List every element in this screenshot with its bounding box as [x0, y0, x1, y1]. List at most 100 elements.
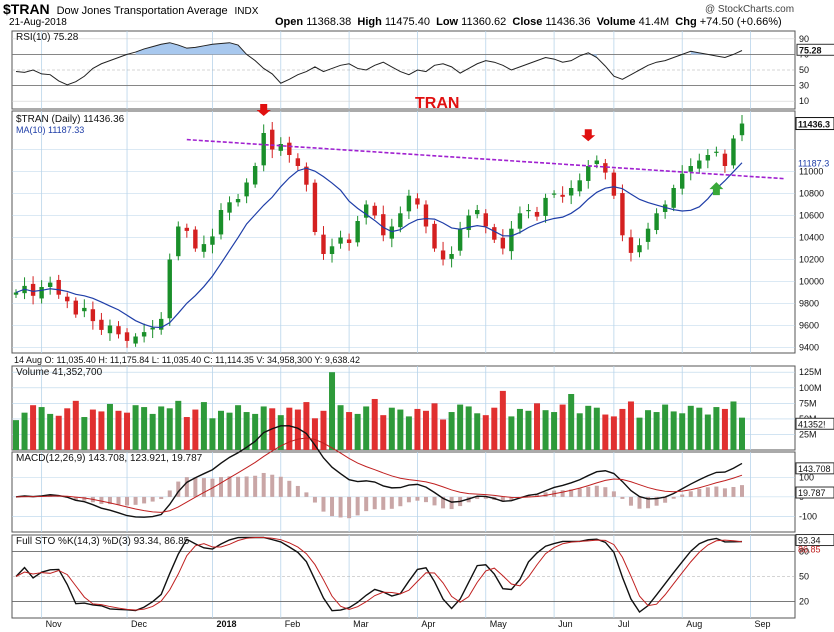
- macd-hist-bar: [278, 476, 283, 497]
- volume-bar: [13, 420, 19, 450]
- candle-body: [543, 197, 548, 216]
- candle-body: [73, 300, 78, 315]
- rsi-tick-label: 90: [799, 34, 809, 44]
- sto-d-line: [15, 536, 743, 611]
- candle-body: [235, 199, 241, 203]
- volume-bar: [277, 415, 284, 450]
- volume-bar: [431, 403, 438, 450]
- price-tick-label: 9400: [799, 343, 819, 353]
- ma-current-label: 11187.3: [798, 159, 829, 169]
- macd-hist-bar: [176, 481, 181, 497]
- candle-body: [176, 226, 181, 257]
- rsi-current-label: 75.28: [799, 45, 822, 55]
- volume-bar: [337, 405, 344, 450]
- price-tick-label: 10400: [799, 233, 824, 243]
- macd-hist-bar: [159, 496, 164, 500]
- macd-line: [15, 425, 743, 518]
- macd-hist-bar: [312, 496, 317, 503]
- macd-hist-bar: [569, 489, 574, 497]
- macd-hist-bar: [253, 475, 258, 497]
- volume-bar: [166, 408, 173, 450]
- candle-body: [227, 202, 232, 213]
- month-label: Feb: [285, 619, 301, 629]
- candle-body: [107, 325, 113, 334]
- volume-bar: [89, 409, 96, 450]
- volume-bar: [440, 419, 447, 450]
- macd-hist-bar: [107, 496, 112, 505]
- volume-bar: [235, 405, 242, 450]
- macd-hist-bar: [646, 496, 651, 509]
- sto-tick-label: 80: [799, 547, 809, 557]
- volume-bar: [346, 412, 353, 450]
- candle-body: [560, 194, 565, 197]
- macd-hist-bar: [731, 486, 736, 497]
- candle-body: [252, 166, 258, 185]
- price-tick-label: 9600: [799, 321, 819, 331]
- volume-bar: [499, 390, 506, 450]
- last-price-box: [795, 117, 834, 131]
- candle-body: [184, 227, 190, 231]
- macd-hist-bar: [355, 496, 360, 516]
- macd-current-label: 143.708: [798, 464, 831, 474]
- candle-body: [671, 188, 676, 208]
- macd-hist-box: [795, 486, 834, 499]
- macd-hist-bar: [116, 496, 121, 505]
- candle-body: [47, 282, 53, 287]
- macd-hist-bar: [671, 496, 676, 499]
- macd-legend: MACD(12,26,9) 143.708, 123.921, 19.787: [16, 453, 203, 464]
- macd-hist-bar: [628, 496, 633, 506]
- volume-bar: [98, 411, 105, 450]
- volume-bar: [721, 408, 728, 450]
- volume-bar: [397, 409, 404, 450]
- macd-hist-bar: [543, 492, 548, 497]
- candle-body: [13, 292, 19, 295]
- volume-bar: [260, 406, 267, 450]
- volume-bar: [158, 406, 165, 450]
- month-label: Apr: [421, 619, 435, 629]
- watermark: @ StockCharts.com: [705, 4, 795, 15]
- macd-hist-bar: [381, 496, 386, 510]
- macd-hist-bar: [364, 496, 369, 512]
- candle-body: [261, 133, 266, 166]
- macd-hist-bar: [218, 477, 223, 497]
- macd-hist-bar: [423, 496, 428, 503]
- daily-ohlc-readout: 14 Aug O: 11,035.40 H: 11,175.84 L: 11,0…: [14, 355, 360, 365]
- candle-body: [680, 173, 685, 189]
- month-label: Sep: [755, 619, 771, 629]
- last-price-label: 11436.3: [798, 120, 830, 130]
- candle-body: [628, 237, 634, 253]
- volume-bar: [645, 410, 652, 450]
- candle-body: [466, 215, 471, 231]
- macd-hist-bar: [82, 496, 87, 501]
- macd-hist-bar: [244, 476, 249, 497]
- macd-hist-bar: [688, 491, 693, 497]
- candle-body: [688, 166, 693, 172]
- volume-bar: [141, 407, 148, 450]
- volume-bar: [662, 404, 669, 450]
- macd-hist-bar: [560, 490, 565, 497]
- macd-hist-bar: [637, 496, 642, 509]
- volume-legend: Volume 41,352,700: [16, 367, 103, 378]
- month-label: Jun: [558, 619, 573, 629]
- candle-body: [304, 166, 309, 185]
- month-label: Jul: [618, 619, 630, 629]
- volume-tick-label: 100M: [799, 383, 822, 393]
- volume-current-label: 41352!: [798, 419, 826, 429]
- volume-bar: [653, 412, 660, 450]
- volume-bar: [243, 412, 250, 450]
- sto-tick-label: 20: [799, 596, 809, 606]
- volume-bar: [619, 408, 626, 450]
- candle-body: [611, 172, 617, 196]
- candle-body: [133, 336, 138, 344]
- candle-body: [731, 138, 736, 166]
- candle-body: [124, 332, 130, 341]
- sto-tick-label: 50: [799, 572, 809, 582]
- volume-bar: [585, 405, 592, 450]
- macd-hist-bar: [705, 487, 710, 497]
- macd-hist-bar: [714, 486, 719, 497]
- volume-bar: [696, 407, 703, 450]
- macd-hist-bar: [133, 496, 138, 505]
- macd-hist-bar: [389, 496, 394, 509]
- candle-body: [355, 221, 360, 243]
- candle-body: [645, 228, 651, 242]
